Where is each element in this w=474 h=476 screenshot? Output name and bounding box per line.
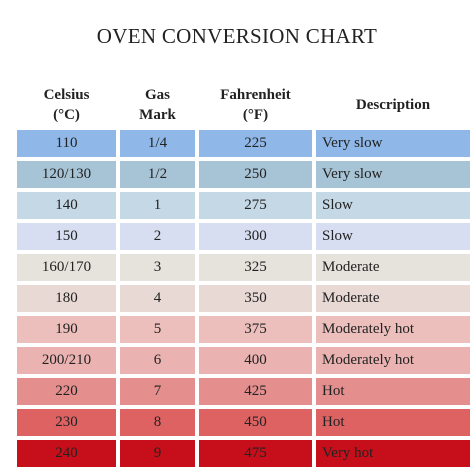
description-cell: Hot bbox=[316, 409, 470, 436]
description-cell: Very hot bbox=[316, 440, 470, 467]
table-row: 160/170 3 325 Moderate bbox=[0, 254, 474, 281]
gas-mark-cell: 2 bbox=[120, 223, 195, 250]
description-cell: Slow bbox=[316, 192, 470, 219]
celsius-cell: 160/170 bbox=[17, 254, 116, 281]
celsius-cell: 140 bbox=[17, 192, 116, 219]
table-row: 110 1/4 225 Very slow bbox=[0, 130, 474, 157]
header-gas-line2: Mark bbox=[139, 107, 176, 123]
gas-mark-cell: 1/4 bbox=[120, 130, 195, 157]
description-cell: Moderate bbox=[316, 285, 470, 312]
fahrenheit-cell: 300 bbox=[199, 223, 312, 250]
fahrenheit-cell: 250 bbox=[199, 161, 312, 188]
fahrenheit-cell: 375 bbox=[199, 316, 312, 343]
header-fahrenheit-line1: Fahrenheit bbox=[220, 87, 291, 103]
header-description: Description bbox=[316, 80, 470, 130]
fahrenheit-cell: 400 bbox=[199, 347, 312, 374]
celsius-cell: 180 bbox=[17, 285, 116, 312]
celsius-cell: 150 bbox=[17, 223, 116, 250]
chart-title: OVEN CONVERSION CHART bbox=[96, 24, 378, 48]
description-cell: Moderate bbox=[316, 254, 470, 281]
gas-mark-cell: 7 bbox=[120, 378, 195, 405]
description-cell: Moderately hot bbox=[316, 347, 470, 374]
fahrenheit-cell: 425 bbox=[199, 378, 312, 405]
celsius-cell: 220 bbox=[17, 378, 116, 405]
header-description-label: Description bbox=[355, 97, 431, 113]
table-row: 230 8 450 Hot bbox=[0, 409, 474, 436]
celsius-cell: 230 bbox=[17, 409, 116, 436]
gas-mark-cell: 8 bbox=[120, 409, 195, 436]
fahrenheit-cell: 225 bbox=[199, 130, 312, 157]
description-cell: Slow bbox=[316, 223, 470, 250]
fahrenheit-cell: 275 bbox=[199, 192, 312, 219]
table-row: 190 5 375 Moderately hot bbox=[0, 316, 474, 343]
header-celsius-line1: Celsius bbox=[43, 87, 90, 103]
header-fahrenheit-line2: (°F) bbox=[242, 107, 269, 123]
description-cell: Moderately hot bbox=[316, 316, 470, 343]
celsius-cell: 190 bbox=[17, 316, 116, 343]
description-cell: Hot bbox=[316, 378, 470, 405]
table-row: 180 4 350 Moderate bbox=[0, 285, 474, 312]
fahrenheit-cell: 325 bbox=[199, 254, 312, 281]
header-gas-mark: Gas Mark bbox=[120, 80, 195, 130]
header-celsius: Celsius (°C) bbox=[17, 80, 116, 130]
gas-mark-cell: 1/2 bbox=[120, 161, 195, 188]
gas-mark-cell: 5 bbox=[120, 316, 195, 343]
header-gas-line1: Gas bbox=[144, 87, 170, 103]
gas-mark-cell: 4 bbox=[120, 285, 195, 312]
fahrenheit-cell: 450 bbox=[199, 409, 312, 436]
table-row: 140 1 275 Slow bbox=[0, 192, 474, 219]
gas-mark-cell: 6 bbox=[120, 347, 195, 374]
celsius-cell: 200/210 bbox=[17, 347, 116, 374]
gas-mark-cell: 9 bbox=[120, 440, 195, 467]
celsius-cell: 240 bbox=[17, 440, 116, 467]
celsius-cell: 120/130 bbox=[17, 161, 116, 188]
table-row: 200/210 6 400 Moderately hot bbox=[0, 347, 474, 374]
description-cell: Very slow bbox=[316, 130, 470, 157]
header-fahrenheit: Fahrenheit (°F) bbox=[199, 80, 312, 130]
table-row: 220 7 425 Hot bbox=[0, 378, 474, 405]
table-row: 240 9 475 Very hot bbox=[0, 440, 474, 467]
header-celsius-line2: (°C) bbox=[53, 107, 80, 123]
table-row: 120/130 1/2 250 Very slow bbox=[0, 161, 474, 188]
gas-mark-cell: 3 bbox=[120, 254, 195, 281]
description-cell: Very slow bbox=[316, 161, 470, 188]
table-row: 150 2 300 Slow bbox=[0, 223, 474, 250]
fahrenheit-cell: 350 bbox=[199, 285, 312, 312]
celsius-cell: 110 bbox=[17, 130, 116, 157]
fahrenheit-cell: 475 bbox=[199, 440, 312, 467]
gas-mark-cell: 1 bbox=[120, 192, 195, 219]
